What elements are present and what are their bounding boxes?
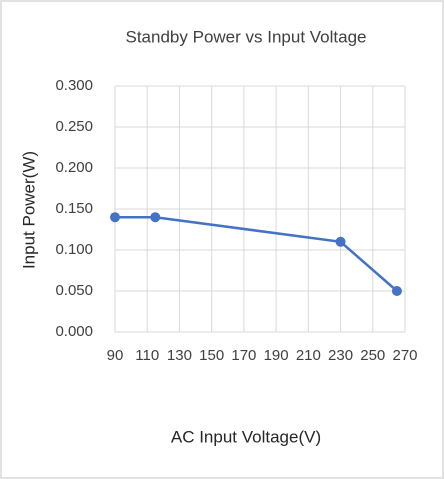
data-point [110, 212, 120, 223]
x-tick-label: 130 [167, 347, 192, 364]
y-tick-label: 0.000 [55, 323, 93, 340]
x-axis-title: AC Input Voltage(V) [171, 427, 321, 446]
chart-title: Standby Power vs Input Voltage [126, 27, 367, 46]
y-tick-label: 0.050 [55, 282, 93, 299]
x-tick-label: 230 [328, 347, 353, 364]
y-tick-label: 0.100 [55, 241, 93, 258]
y-tick-label: 0.150 [55, 200, 93, 217]
data-line [115, 215, 398, 292]
x-tick-label: 210 [296, 347, 321, 364]
x-tick-label: 250 [360, 347, 385, 364]
data-point [150, 212, 161, 223]
data-point [335, 236, 346, 247]
x-tick-label: 90 [107, 347, 124, 364]
y-tick-label: 0.250 [55, 118, 93, 135]
y-tick-label: 0.300 [55, 77, 93, 94]
y-axis-title: Input Power(W) [19, 151, 38, 269]
x-tick-label: 190 [264, 347, 289, 364]
y-tick-label: 0.200 [55, 159, 93, 176]
x-tick-label: 110 [135, 347, 159, 364]
x-tick-label: 170 [231, 347, 256, 364]
data-point [391, 286, 402, 296]
x-tick-label: 150 [199, 347, 224, 364]
x-tick-label: 270 [392, 347, 417, 364]
